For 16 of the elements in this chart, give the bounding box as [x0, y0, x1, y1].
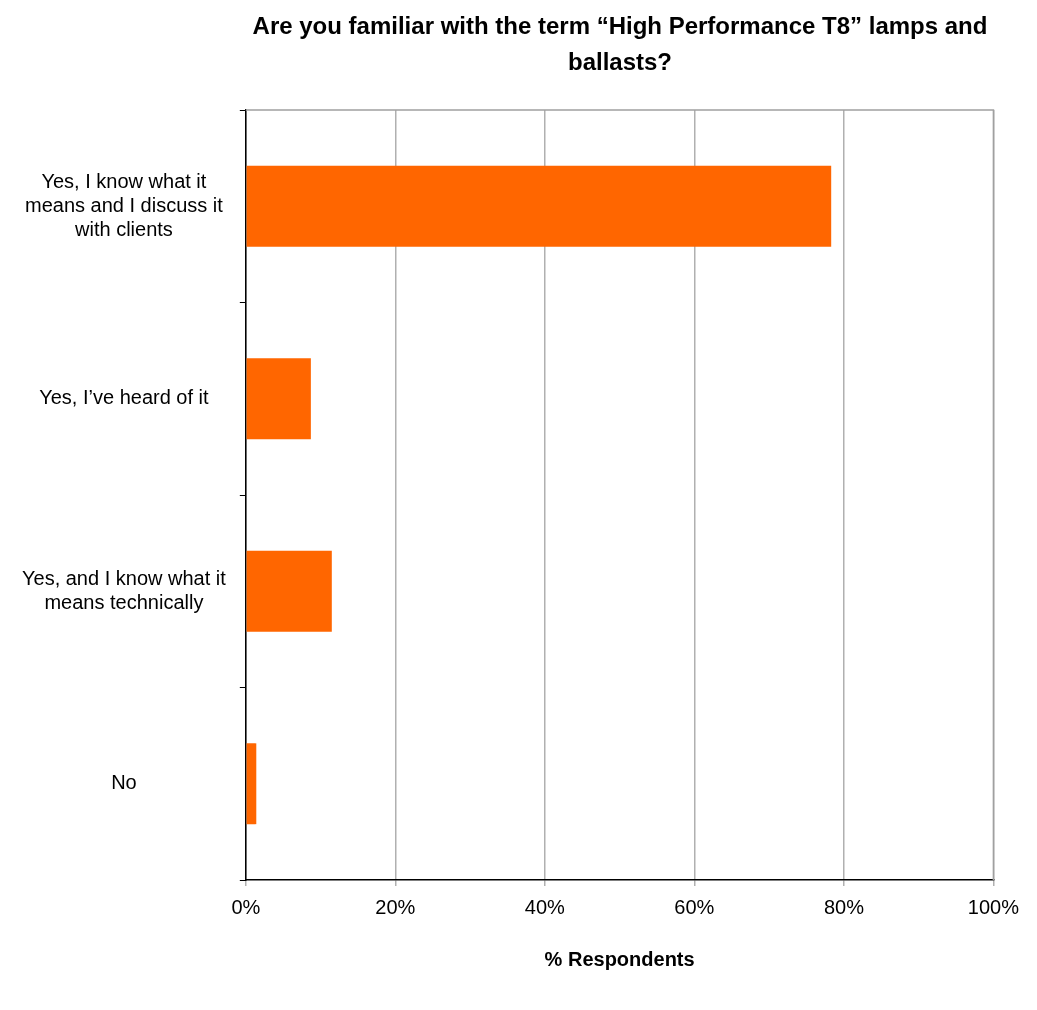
bar — [246, 165, 832, 247]
y-tick-label: Yes, I’ve heard of it — [39, 386, 210, 409]
x-tick-label: 40% — [524, 895, 566, 918]
x-tick-label: 60% — [674, 895, 715, 918]
x-tick-label: 0% — [231, 895, 261, 918]
x-tick-label: 100% — [967, 895, 1020, 918]
chart-title: Are you familiar with the term “High Performance T8” lamps and ballasts? — [251, 11, 989, 77]
bar — [246, 743, 257, 825]
x-axis-title: % Respondents — [544, 947, 695, 970]
x-tick-label: 20% — [375, 895, 416, 918]
x-tick-label: 80% — [823, 895, 865, 918]
y-tick-label: Yes, and I know what it means technically — [22, 566, 227, 613]
y-tick-label: No — [111, 771, 137, 794]
y-tick-label: Yes, I know what it means and I discuss it with clients — [24, 169, 224, 240]
bar — [246, 358, 311, 440]
bar — [246, 550, 332, 632]
